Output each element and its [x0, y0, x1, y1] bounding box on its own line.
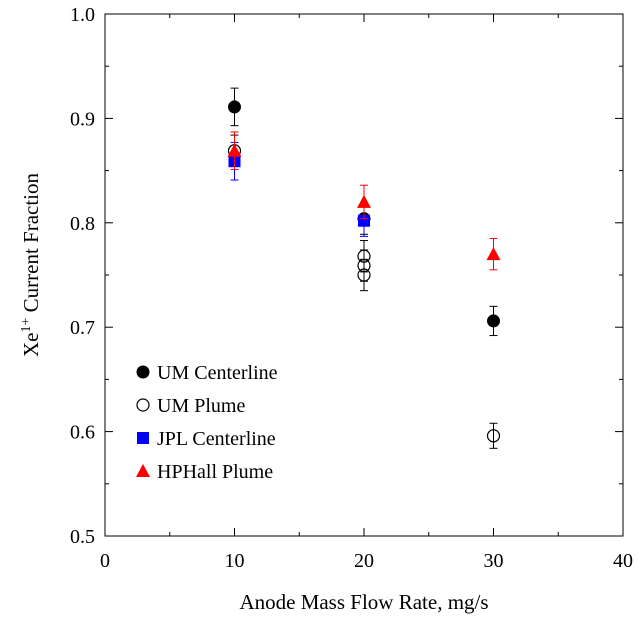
- x-tick-label: 20: [354, 550, 374, 572]
- legend-marker: [137, 432, 149, 444]
- y-axis-title: Xe1+ Current Fraction: [19, 172, 43, 357]
- y-axis-title-superscript: 1+: [19, 318, 34, 333]
- x-tick-label: 10: [225, 550, 245, 572]
- y-axis-title-suffix: Current Fraction: [19, 172, 43, 317]
- y-tick-label: 0.7: [70, 317, 95, 339]
- data-point: [357, 194, 371, 208]
- data-point: [358, 214, 370, 227]
- legend-marker: [136, 464, 150, 477]
- y-tick-label: 0.6: [70, 422, 95, 444]
- y-tick-label: 1.0: [70, 4, 95, 26]
- y-tick-labels: 0.5 0.6 0.7 0.8 0.9 1.0: [70, 4, 95, 548]
- x-tick-label: 0: [100, 550, 110, 572]
- legend-label: UM Plume: [157, 395, 245, 417]
- data-point: [486, 429, 501, 443]
- plot-frame: [104, 13, 624, 537]
- x-tick-labels: 0 10 20 30 40: [100, 550, 633, 572]
- data-marks: [227, 87, 501, 449]
- legend: UM Centerline UM Plume JPL Centerline HPHal…: [136, 362, 278, 483]
- data-point: [486, 247, 501, 261]
- x-tick-label: 40: [613, 550, 633, 572]
- legend-marker: [136, 398, 150, 412]
- y-axis-title-prefix: Xe: [19, 333, 43, 358]
- data-point: [357, 268, 371, 282]
- y-tick-label: 0.9: [70, 108, 95, 130]
- legend-label: HPHall Plume: [157, 461, 273, 483]
- data-point: [227, 143, 242, 157]
- legend-marker: [136, 365, 150, 379]
- data-point: [487, 314, 500, 328]
- legend-label: UM Centerline: [157, 362, 278, 384]
- y-tick-label: 0.8: [70, 213, 95, 235]
- y-tick-label: 0.5: [70, 526, 95, 548]
- x-tick-label: 30: [484, 550, 504, 572]
- x-axis-title: Anode Mass Flow Rate, mg/s: [239, 590, 488, 614]
- data-point: [228, 100, 241, 114]
- legend-label: JPL Centerline: [157, 428, 276, 450]
